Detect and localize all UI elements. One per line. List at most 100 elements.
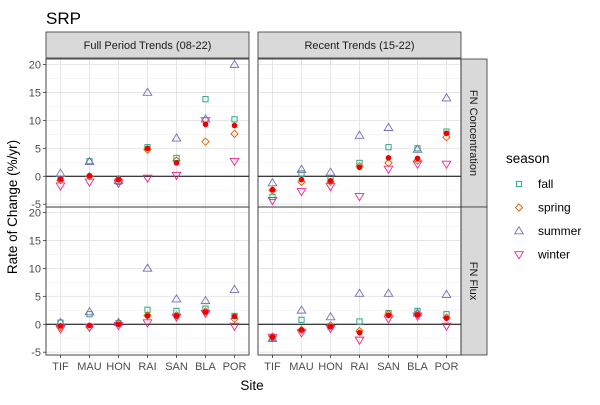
- data-point-winter: [171, 171, 182, 181]
- data-point-summer: [441, 289, 452, 298]
- x-tick-label: BLA: [407, 361, 428, 373]
- data-point-summer: [383, 288, 394, 297]
- y-tick-label: 10: [29, 115, 41, 127]
- y-tick-label: 10: [29, 263, 41, 275]
- data-point-summer: [296, 164, 307, 173]
- data-point-winter: [142, 319, 153, 328]
- data-point-overall: [269, 186, 276, 193]
- facet-column-strip: Full Period Trends (08-22): [45, 31, 250, 59]
- data-point-overall: [173, 313, 180, 319]
- legend-key-spring: [514, 203, 524, 212]
- data-point-summer: [142, 263, 153, 272]
- data-point-overall: [57, 176, 64, 182]
- y-tick-label: 15: [29, 236, 41, 248]
- data-point-spring: [230, 129, 239, 139]
- data-point-overall: [443, 130, 450, 137]
- data-point-winter: [200, 117, 211, 126]
- legend-label-spring: spring: [538, 201, 571, 215]
- data-point-summer: [200, 295, 211, 305]
- legend-label-winter: winter: [537, 248, 570, 262]
- data-point-winter: [354, 193, 365, 202]
- facet-panel: -5 0 5 10 15 20 TIF MAU HON RAI SAN BLA POR: [29, 206, 250, 373]
- facet-row-label: FN Concentration: [467, 90, 479, 176]
- x-tick-label: POR: [223, 361, 247, 373]
- data-point-overall: [173, 160, 180, 166]
- legend-entry-winter: winter: [513, 248, 570, 262]
- data-point-overall: [443, 315, 450, 321]
- legend: season fall spring summer winter: [506, 151, 581, 262]
- data-point-overall: [414, 311, 421, 318]
- legend-key-winter: [513, 251, 525, 260]
- data-point-fall: [298, 170, 305, 177]
- legend-entry-spring: spring: [514, 201, 571, 215]
- data-point-overall: [57, 323, 64, 329]
- x-tick-label: SAN: [165, 361, 188, 373]
- x-tick-label: TIF: [52, 361, 69, 373]
- data-point-winter: [441, 322, 452, 332]
- facet-row-label: FN Flux: [467, 262, 479, 301]
- legend-key-fall: [515, 180, 523, 188]
- data-point-spring: [143, 311, 152, 320]
- data-point-summer: [229, 284, 240, 293]
- legend-title: season: [506, 151, 550, 166]
- data-point-summer: [267, 177, 278, 187]
- data-point-winter: [383, 165, 394, 175]
- data-point-overall: [298, 327, 305, 333]
- data-point-fall: [202, 96, 209, 103]
- data-point-overall: [86, 322, 93, 329]
- data-point-winter: [142, 174, 153, 184]
- legend-entries: fall spring summer winter: [513, 177, 581, 262]
- data-point-fall: [356, 318, 363, 325]
- x-tick-label: TIF: [264, 361, 281, 373]
- x-tick-label: BLA: [195, 361, 216, 373]
- x-tick-label: SAN: [377, 361, 400, 373]
- data-point-overall: [144, 313, 151, 319]
- data-point-overall: [356, 329, 363, 336]
- data-point-spring: [442, 313, 451, 322]
- facet-row-strip: FN Flux: [460, 206, 488, 356]
- data-point-summer: [412, 144, 423, 153]
- data-point-summer: [325, 167, 336, 176]
- facet-column-label: Full Period Trends (08-22): [84, 40, 212, 52]
- x-axis-title: Site: [240, 378, 263, 393]
- data-point-winter: [267, 197, 278, 206]
- data-point-fall: [86, 311, 93, 318]
- data-point-summer: [354, 130, 365, 139]
- legend-label-summer: summer: [538, 224, 581, 238]
- data-point-overall: [144, 145, 151, 152]
- facet-column-label: Recent Trends (15-22): [304, 40, 414, 52]
- data-point-summer: [171, 293, 182, 303]
- data-point-overall: [202, 309, 209, 315]
- y-tick-label: 5: [35, 291, 41, 303]
- legend-entry-summer: summer: [513, 224, 581, 238]
- data-point-overall: [269, 334, 276, 340]
- data-point-winter: [354, 336, 365, 346]
- data-point-overall: [356, 164, 363, 171]
- data-point-overall: [298, 176, 305, 183]
- data-point-overall: [202, 121, 209, 128]
- data-point-spring: [201, 137, 210, 146]
- data-point-fall: [231, 116, 238, 123]
- x-tick-label: MAU: [77, 361, 102, 373]
- facet-panel: TIF MAU HON RAI SAN BLA POR: [257, 206, 462, 373]
- data-point-summer: [84, 306, 95, 316]
- data-point-winter: [55, 182, 66, 191]
- data-point-overall: [231, 313, 238, 320]
- data-point-overall: [385, 155, 392, 161]
- y-tick-label: 15: [29, 88, 41, 100]
- chart-title: SRP: [46, 9, 81, 28]
- data-point-overall: [115, 321, 122, 328]
- data-point-summer: [325, 311, 336, 321]
- data-point-winter: [229, 322, 240, 332]
- x-tick-label: HON: [318, 361, 343, 373]
- legend-label-fall: fall: [538, 177, 553, 191]
- y-tick-label: 0: [35, 171, 41, 183]
- x-tick-label: MAU: [289, 361, 314, 373]
- data-point-spring: [114, 174, 123, 184]
- data-point-winter: [296, 188, 307, 197]
- data-point-spring: [442, 132, 451, 142]
- facet-row-strip: FN Concentration: [460, 58, 488, 208]
- x-tick-label: RAI: [138, 361, 156, 373]
